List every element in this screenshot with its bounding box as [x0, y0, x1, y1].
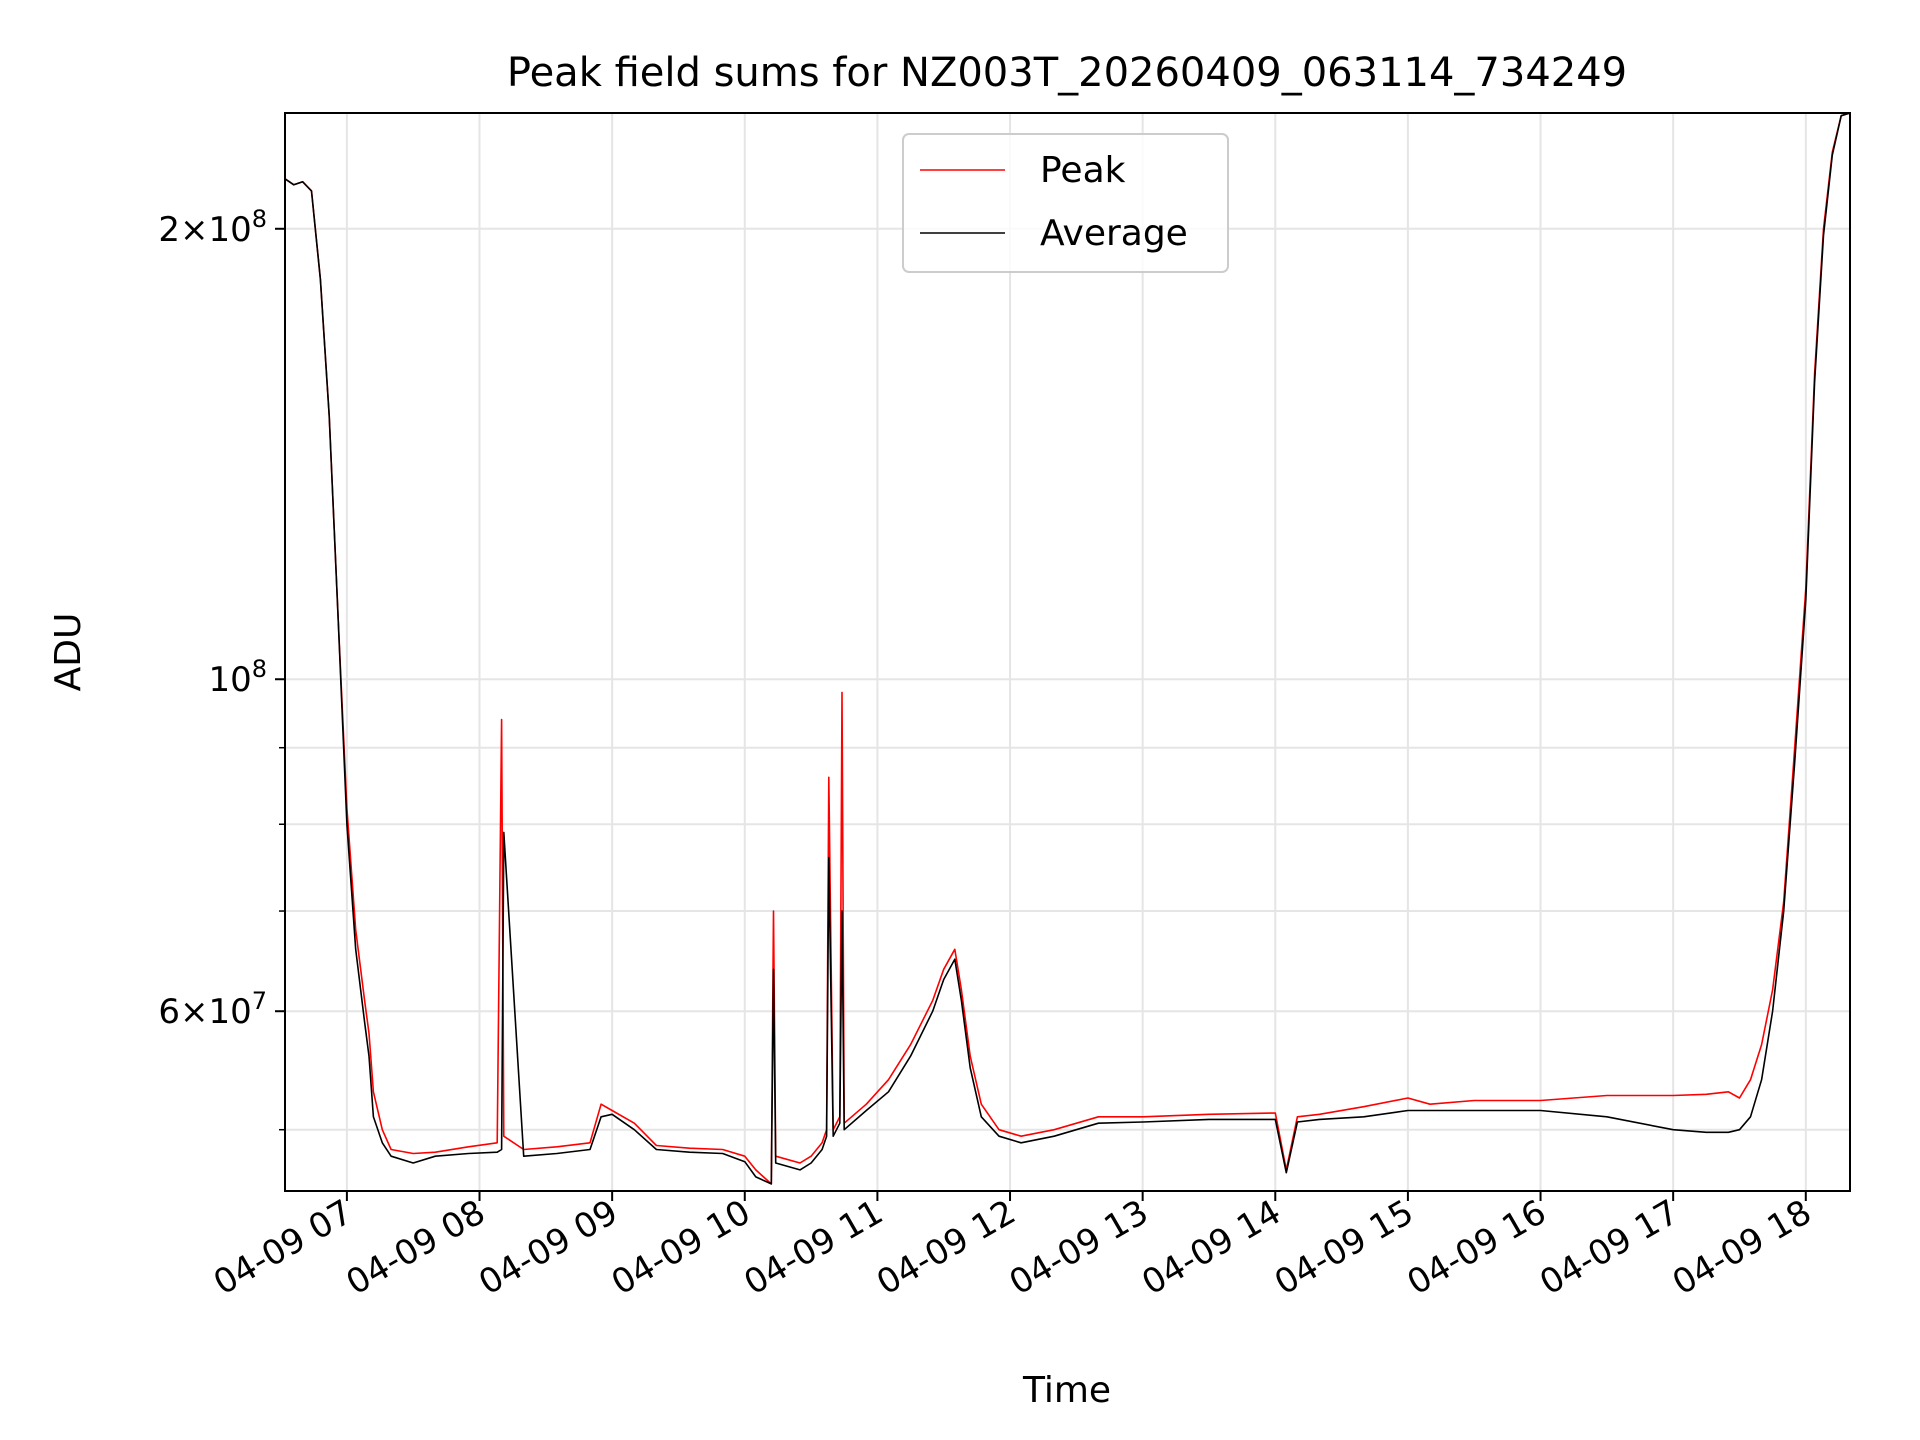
y-tick-label: 2×108 [158, 205, 267, 250]
y-tick-label: 6×107 [158, 987, 267, 1032]
plot-frame [284, 112, 1851, 1192]
legend-peak-label: Peak [1040, 150, 1126, 191]
legend: Peak Average [902, 133, 1229, 273]
legend-box [902, 133, 1229, 273]
series-layer [284, 112, 1851, 1185]
legend-average-label: Average [1040, 213, 1188, 254]
y-tick-label: 108 [208, 655, 267, 700]
series-line-peak [284, 112, 1851, 1185]
x-axis-label: Time [1022, 1370, 1111, 1411]
chart-title: Peak field sums for NZ003T_20260409_0631… [507, 50, 1627, 96]
series-line-average [284, 112, 1851, 1185]
y-axis-label: ADU [48, 613, 89, 692]
y-ticks: 6×107 108 2×108 [158, 205, 285, 1131]
